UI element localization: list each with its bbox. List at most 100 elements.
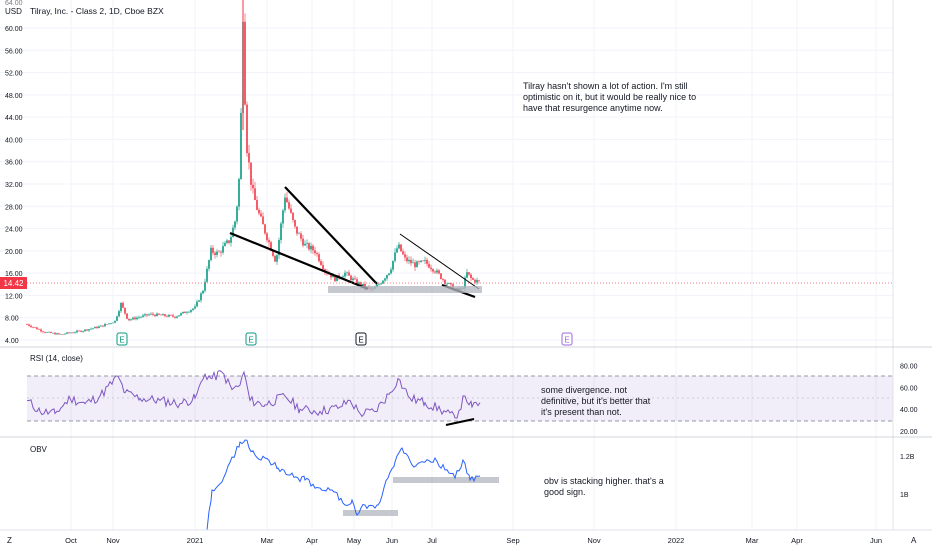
candle-body <box>76 330 78 333</box>
candle-body <box>354 278 356 280</box>
earnings-marker[interactable]: E <box>245 332 257 346</box>
obv-note[interactable]: obv is stacking higher. that's a good si… <box>544 476 664 497</box>
support-zone[interactable] <box>328 286 482 293</box>
candle-body <box>344 272 346 277</box>
candle-body <box>392 260 394 270</box>
rsi-line <box>26 370 481 419</box>
candle-body <box>244 21 246 105</box>
candle-body <box>136 317 138 320</box>
candle-body <box>32 327 34 328</box>
candle-body <box>450 283 452 285</box>
candle-body <box>190 309 192 312</box>
candle-body <box>196 301 198 307</box>
price-tick-label: 60.00 <box>5 26 23 33</box>
earnings-marker[interactable]: E <box>355 332 367 346</box>
price-scale[interactable] <box>893 0 932 530</box>
candle-body <box>182 311 184 314</box>
candle-body <box>86 329 88 331</box>
candle-body <box>436 270 438 273</box>
obv-zone-low[interactable] <box>343 510 398 516</box>
time-tick-label: May <box>347 536 361 545</box>
auto-scale-icon[interactable]: A <box>911 536 917 545</box>
rsi-tick-label: 60.00 <box>900 385 918 392</box>
candle-body <box>144 314 146 316</box>
obv-note-line-1: obv is stacking higher. that's a <box>544 476 664 486</box>
symbol-title[interactable]: Tilray, Inc. - Class 2, 1D, Cboe BZX <box>30 6 164 16</box>
grid <box>0 0 893 530</box>
rsi-divergence-line[interactable] <box>445 418 475 426</box>
obv-pane[interactable] <box>206 439 499 531</box>
candle-body <box>218 251 220 253</box>
candle-body <box>290 208 292 213</box>
candle-body <box>180 313 182 316</box>
candle-body <box>58 333 60 335</box>
price-tick-label: 4.00 <box>5 338 19 345</box>
candle-body <box>240 112 242 180</box>
candle-body <box>84 329 86 331</box>
candle-body <box>448 283 450 284</box>
candle-body <box>66 332 68 334</box>
candle-body <box>414 262 416 268</box>
candle-body <box>478 280 480 281</box>
candle-body <box>40 329 42 332</box>
candle-body <box>390 269 392 274</box>
candle-body <box>36 327 38 330</box>
candle-body <box>172 315 174 317</box>
earnings-marker[interactable]: E <box>116 332 128 346</box>
candle-body <box>424 259 426 261</box>
candle-body <box>332 275 334 278</box>
candle-body <box>34 327 36 328</box>
candle-body <box>322 265 324 270</box>
trendline-wedge-upper-1[interactable] <box>284 186 378 285</box>
candle-body <box>430 267 432 270</box>
trendline-wedge-lower-1[interactable] <box>229 231 369 291</box>
candle-body <box>300 233 302 239</box>
candle-body <box>444 279 446 284</box>
price-tick-label: 44.00 <box>5 115 23 122</box>
obv-zone-high[interactable] <box>393 477 499 483</box>
candle-body <box>438 270 440 274</box>
candle-body <box>68 332 70 334</box>
time-tick-label: Mar <box>261 536 274 545</box>
time-axis[interactable] <box>0 530 932 550</box>
candle-body <box>94 326 96 329</box>
rsi-band <box>27 376 893 421</box>
candle-body <box>410 259 412 264</box>
time-tick-label: Apr <box>791 536 803 545</box>
candle-body <box>278 240 280 256</box>
candle-body <box>128 318 130 321</box>
rsi-note[interactable]: some divergence. not definitive, but it'… <box>541 385 651 417</box>
candle-body <box>466 272 468 278</box>
rsi-title[interactable]: RSI (14, close) <box>30 354 83 363</box>
candle-body <box>440 273 442 279</box>
timezone-icon[interactable]: Z <box>7 536 12 545</box>
price-tick-label: 20.00 <box>5 249 23 256</box>
trendline-wedge-upper-2[interactable] <box>399 233 480 290</box>
last-price-badge <box>0 277 27 289</box>
obv-note-line-2: good sign. <box>544 487 586 497</box>
candle-body <box>120 302 122 312</box>
earnings-marker-label: E <box>119 336 124 345</box>
time-tick-label: Jul <box>427 536 437 545</box>
main-note[interactable]: Tilray hasn't shown a lot of action. I'm… <box>523 81 696 113</box>
candle-body <box>258 209 260 214</box>
candle-body <box>268 240 270 243</box>
rsi-pane[interactable] <box>26 370 893 426</box>
obv-title[interactable]: OBV <box>30 445 48 454</box>
candle-body <box>26 324 28 325</box>
earnings-marker-box <box>355 332 367 346</box>
candle-body <box>378 284 380 285</box>
price-tick-label: 36.00 <box>5 160 23 167</box>
candle-body <box>126 313 128 319</box>
earnings-marker[interactable]: E <box>561 332 573 346</box>
candle-body <box>48 331 50 333</box>
candle-body <box>108 323 110 325</box>
candle-body <box>134 317 136 320</box>
candle-body <box>282 210 284 224</box>
time-tick-label: Nov <box>587 536 601 545</box>
trendline-drawings[interactable] <box>229 186 482 299</box>
candle-body <box>60 334 62 335</box>
